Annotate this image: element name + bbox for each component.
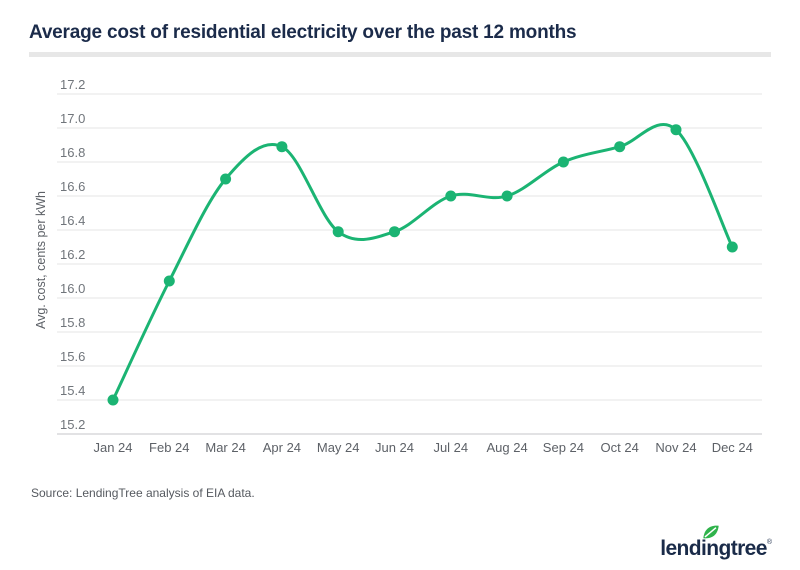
data-point-marker (163, 275, 175, 287)
x-tick-label: Apr 24 (263, 440, 301, 455)
x-tick-label: May 24 (317, 440, 360, 455)
x-tick-label: Feb 24 (149, 440, 189, 455)
chart-title: Average cost of residential electricity … (29, 22, 577, 43)
x-tick-label: Dec 24 (712, 440, 753, 455)
title-divider (29, 52, 771, 57)
x-tick-label: Sep 24 (543, 440, 584, 455)
data-point-marker (332, 226, 344, 238)
y-tick-label: 15.4 (60, 383, 85, 398)
y-tick-label: 15.8 (60, 315, 85, 330)
y-axis-title: Avg. cost, cents per kWh (34, 191, 48, 329)
data-point-marker (107, 394, 119, 406)
y-tick-label: 17.2 (60, 77, 85, 92)
data-line (111, 123, 734, 402)
data-point-marker (445, 190, 457, 202)
source-text: Source: LendingTree analysis of EIA data… (31, 486, 255, 500)
data-point-marker (389, 226, 400, 238)
y-tick-label: 16.6 (60, 179, 85, 194)
x-tick-label: Jan 24 (93, 440, 132, 455)
y-tick-label: 15.2 (60, 417, 85, 432)
x-tick-label: Oct 24 (601, 440, 639, 455)
y-tick-label: 16.0 (60, 281, 85, 296)
y-tick-label: 17.0 (60, 111, 85, 126)
x-tick-label: Jul 24 (433, 440, 468, 455)
registered-mark: ® (766, 539, 772, 546)
x-tick-label: Aug 24 (486, 440, 527, 455)
y-tick-label: 16.4 (60, 213, 85, 228)
data-point-marker (501, 190, 513, 202)
data-point-marker (726, 241, 738, 253)
data-point-marker (557, 156, 569, 168)
x-tick-label: Jun 24 (375, 440, 414, 455)
y-tick-label: 16.8 (60, 145, 85, 160)
lendingtree-logo: lendingtree® (660, 524, 772, 570)
x-tick-label: Mar 24 (205, 440, 245, 455)
leaf-icon (700, 521, 722, 543)
data-point-marker (614, 141, 626, 153)
y-tick-label: 16.2 (60, 247, 85, 262)
data-point-marker (276, 141, 288, 153)
data-point-marker (670, 124, 682, 136)
x-tick-label: Nov 24 (655, 440, 696, 455)
data-point-marker (220, 173, 232, 185)
logo-wordmark: lendingtree (660, 537, 767, 560)
y-tick-label: 15.6 (60, 349, 85, 364)
